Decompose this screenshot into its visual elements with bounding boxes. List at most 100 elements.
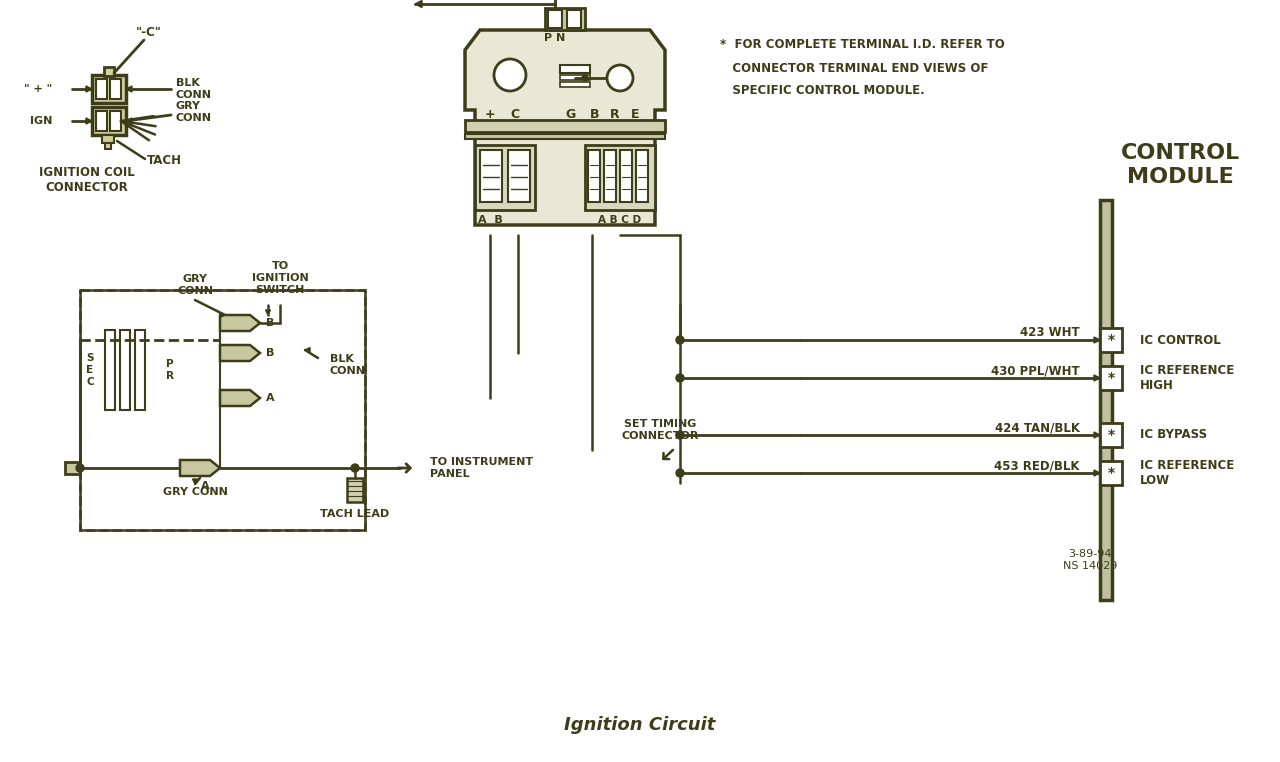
Polygon shape [1094,470,1100,476]
Polygon shape [192,479,197,484]
Text: GRY
CONN: GRY CONN [177,101,212,123]
Text: 3-89-94
NS 14029: 3-89-94 NS 14029 [1062,549,1117,571]
Text: A  B: A B [477,215,502,225]
Bar [96,79,108,99]
Text: IC REFERENCE
LOW: IC REFERENCE LOW [1140,459,1234,487]
Polygon shape [86,86,92,92]
Text: A: A [201,481,210,491]
Text: SET TIMING
CONNECTOR: SET TIMING CONNECTOR [621,419,699,440]
Text: BLK
CONN: BLK CONN [330,354,366,376]
Circle shape [582,75,588,81]
Polygon shape [465,30,666,225]
Text: 430 PPL/WHT: 430 PPL/WHT [992,364,1080,377]
Bar [561,65,590,73]
Circle shape [607,65,634,91]
Bar [1100,366,1123,390]
Polygon shape [220,345,260,361]
Text: *: * [1107,466,1115,480]
Polygon shape [1094,337,1100,343]
Text: *: * [1107,428,1115,442]
Bar [105,143,111,149]
Circle shape [76,464,84,472]
Bar [548,10,562,28]
Text: *  FOR COMPLETE TERMINAL I.D. REFER TO: * FOR COMPLETE TERMINAL I.D. REFER TO [719,39,1005,52]
Text: 423 WHT: 423 WHT [1020,326,1080,340]
Bar [134,330,145,410]
Text: B: B [266,348,274,358]
Bar [110,79,122,99]
Bar [120,330,131,410]
Text: TACH LEAD: TACH LEAD [320,509,389,519]
Polygon shape [220,390,260,406]
Bar [480,150,502,202]
Bar [604,150,616,202]
Bar [104,67,114,76]
Polygon shape [1094,432,1100,438]
Polygon shape [1094,375,1100,381]
Bar [561,75,590,80]
Circle shape [676,336,684,344]
Bar [105,330,115,410]
Circle shape [351,464,358,472]
Text: G: G [564,108,575,121]
Bar [79,290,365,530]
Bar [588,150,600,202]
Text: IGN: IGN [29,116,52,126]
Text: A B C D: A B C D [599,215,641,225]
Text: IC CONTROL: IC CONTROL [1140,334,1221,347]
Text: C: C [511,108,520,121]
Bar [545,8,585,30]
Text: "-C": "-C" [136,27,163,40]
Text: IGNITION COIL
CONNECTOR: IGNITION COIL CONNECTOR [40,166,134,194]
Text: E: E [631,108,639,121]
Text: B: B [590,108,600,121]
Bar [1100,200,1112,600]
Circle shape [676,374,684,382]
Polygon shape [220,315,260,331]
Circle shape [676,469,684,477]
Text: Ignition Circuit: Ignition Circuit [564,716,716,734]
Text: CONNECTOR TERMINAL END VIEWS OF: CONNECTOR TERMINAL END VIEWS OF [719,62,988,75]
Polygon shape [86,118,92,124]
Text: BLK
CONN: BLK CONN [177,78,212,100]
Text: IC BYPASS: IC BYPASS [1140,428,1207,441]
Bar [347,478,364,502]
Bar [636,150,648,202]
Text: GRY
CONN: GRY CONN [177,274,212,296]
Text: R: R [611,108,620,121]
Bar [110,111,122,131]
Text: A: A [266,393,274,403]
Text: TACH: TACH [147,155,182,168]
Bar [96,111,108,131]
Bar [79,290,365,530]
Bar [1100,423,1123,447]
Text: 453 RED/BLK: 453 RED/BLK [995,459,1080,472]
Text: *: * [1107,333,1115,347]
Circle shape [494,59,526,91]
Polygon shape [180,460,220,476]
Bar [465,134,666,139]
Bar [585,145,655,210]
Bar [92,107,125,135]
Text: GRY CONN: GRY CONN [163,487,228,497]
Bar [65,462,79,474]
Polygon shape [125,118,132,124]
Polygon shape [305,347,310,353]
Text: SPECIFIC CONTROL MODULE.: SPECIFIC CONTROL MODULE. [719,85,924,98]
Bar [475,145,535,210]
Text: S
E
C: S E C [86,354,93,386]
Text: TO INSTRUMENT
PANEL: TO INSTRUMENT PANEL [430,457,534,479]
Text: B: B [266,318,274,328]
Bar [92,75,125,103]
Text: *: * [1107,371,1115,385]
Bar [1100,328,1123,352]
Bar [561,82,590,87]
Bar [567,10,581,28]
Bar [1100,461,1123,485]
Text: TO
IGNITION
SWITCH: TO IGNITION SWITCH [252,261,308,295]
Bar [465,120,666,132]
Polygon shape [415,1,422,8]
Polygon shape [265,310,270,315]
Polygon shape [125,86,132,92]
Bar [620,150,632,202]
